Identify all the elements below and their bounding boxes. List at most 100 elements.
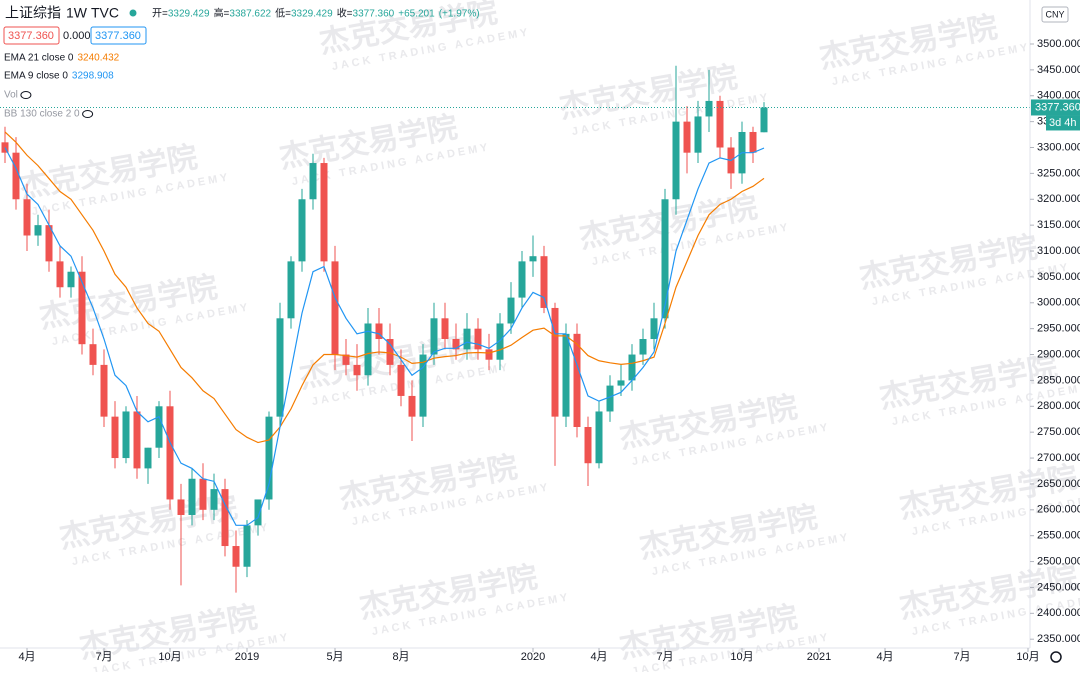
last-price-tag xyxy=(1031,99,1080,116)
candle-body xyxy=(221,489,229,547)
legend-value: 3298.908 xyxy=(72,71,114,82)
candle-body xyxy=(111,416,119,459)
x-tick-label: 10月 xyxy=(1016,651,1039,663)
candle-body xyxy=(496,323,504,360)
bid-box[interactable] xyxy=(3,26,60,45)
candle-body xyxy=(298,199,306,262)
candle-body xyxy=(749,131,757,153)
candle-body xyxy=(276,318,284,417)
symbol: 上证综指 xyxy=(5,5,61,21)
candle-body xyxy=(386,339,394,365)
status-dot xyxy=(129,9,137,17)
candle-body xyxy=(705,100,713,117)
ohlc-label: 收= xyxy=(337,7,353,20)
candle-body xyxy=(661,199,669,319)
x-tick-label: 4月 xyxy=(18,651,35,663)
y-tick-label: 2650.000 xyxy=(1037,478,1080,490)
change: +65.201 xyxy=(398,9,435,20)
candle-body xyxy=(507,297,515,324)
y-tick-label: 3150.000 xyxy=(1037,219,1080,231)
candle-body xyxy=(540,256,548,308)
candle-body xyxy=(430,318,438,355)
candle-body xyxy=(210,489,218,510)
plot xyxy=(0,65,1030,593)
candle-body xyxy=(188,478,196,515)
y-tick-label: 2400.000 xyxy=(1037,607,1080,619)
change: (+1.97%) xyxy=(439,9,480,20)
y-tick-label: 3450.000 xyxy=(1037,64,1080,76)
y-tick-label: 3200.000 xyxy=(1037,193,1080,205)
x-tick-label: 10月 xyxy=(730,651,753,663)
y-tick-label: 3050.000 xyxy=(1037,271,1080,283)
source: TVC xyxy=(91,5,119,21)
candle-body xyxy=(331,261,339,355)
candle-body xyxy=(452,339,460,350)
candle-body xyxy=(45,225,53,262)
candle-body xyxy=(265,416,273,500)
indicator-line xyxy=(4,147,765,526)
candle-body xyxy=(375,323,383,340)
candle-body xyxy=(177,499,185,515)
ohlc-label: 低= xyxy=(275,7,291,20)
y-tick-label: 3400.000 xyxy=(1037,90,1080,102)
legend: EMA 21 close 0 3240.432 EMA 9 close 0 3298.… xyxy=(4,53,120,120)
last-price-label: 3377.360 xyxy=(1035,101,1080,113)
candle-body xyxy=(122,411,130,459)
hide-icon xyxy=(82,110,94,118)
candle-body xyxy=(683,121,691,153)
indicator-line xyxy=(4,131,765,444)
candle-body xyxy=(155,406,163,448)
settings[interactable] xyxy=(1050,651,1062,663)
x-tick-label: 4月 xyxy=(876,651,893,663)
legend-name: EMA 21 close 0 xyxy=(4,53,74,64)
x-tick-label: 2019 xyxy=(235,651,259,663)
x-tick-label: 7月 xyxy=(95,651,112,663)
hide-icon xyxy=(20,91,32,99)
ohlc-value: 3387.622 xyxy=(229,9,271,20)
interval: 1W xyxy=(66,5,88,21)
candle-body xyxy=(716,100,724,148)
candle-body xyxy=(320,163,328,262)
ohlc-value: 3377.360 xyxy=(353,9,395,20)
indicator-name: Vol xyxy=(4,90,18,101)
y-tick-label: 2900.000 xyxy=(1037,348,1080,360)
x-tick-label: 10月 xyxy=(158,651,181,663)
y-tick-label: 2800.000 xyxy=(1037,400,1080,412)
y-tick-label: 3100.000 xyxy=(1037,245,1080,257)
x-tick-label: 7月 xyxy=(656,651,673,663)
candle-body xyxy=(133,411,141,469)
candle-body xyxy=(485,349,493,360)
countdown: 3d 4h xyxy=(1049,117,1077,129)
y-tick-label: 2350.000 xyxy=(1037,633,1080,645)
candle-body xyxy=(474,328,482,350)
candle-body xyxy=(67,271,75,288)
ask-box[interactable] xyxy=(90,26,147,45)
candle-body xyxy=(34,225,42,236)
candle-body xyxy=(419,354,427,417)
y-tick-label: 3500.000 xyxy=(1037,38,1080,50)
currency: CNY xyxy=(1045,9,1064,19)
y-tick-label: 2600.000 xyxy=(1037,504,1080,516)
candle-body xyxy=(56,261,64,288)
x-tick-label: 8月 xyxy=(392,651,409,663)
candle-body xyxy=(760,107,768,133)
y-tick-label: 3000.000 xyxy=(1037,297,1080,309)
candle-body xyxy=(342,354,350,365)
candle-body xyxy=(595,411,603,464)
candle-body xyxy=(254,499,262,526)
x-tick-label: 2021 xyxy=(807,651,831,663)
settings-icon[interactable] xyxy=(1050,651,1062,663)
candle-body xyxy=(232,546,240,567)
y-tick-label: 2850.000 xyxy=(1037,374,1080,386)
candle-body xyxy=(309,163,317,200)
candle-body xyxy=(100,364,108,417)
